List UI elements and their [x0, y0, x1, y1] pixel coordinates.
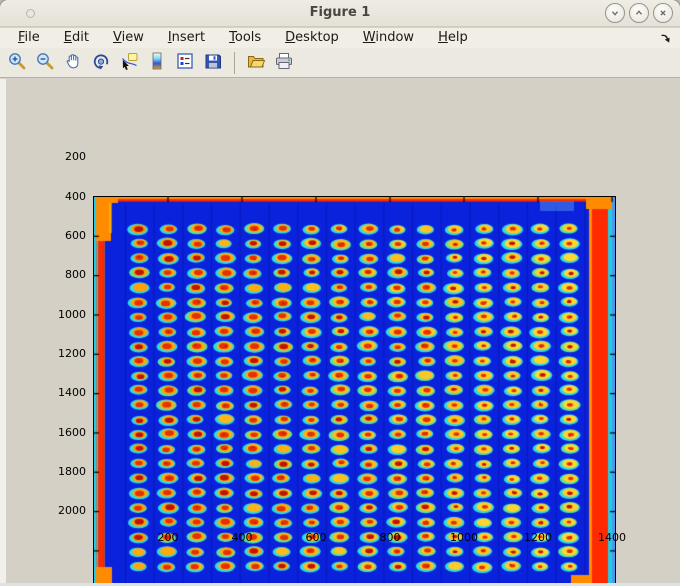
- x-tick-label: 600: [305, 531, 327, 544]
- insert-legend-icon: [175, 51, 195, 75]
- shade-button[interactable]: [605, 3, 625, 23]
- maximize-button[interactable]: [629, 3, 649, 23]
- window-left-edge: [0, 79, 6, 586]
- menu-item-tools[interactable]: Tools: [229, 30, 262, 45]
- window-title: Figure 1: [309, 5, 371, 20]
- heatmap-image[interactable]: [94, 197, 615, 586]
- y-tick-label: 1800: [58, 464, 86, 478]
- menu-bar: File Edit View Insert Tools Desktop Window Help: [0, 28, 680, 48]
- pan-icon: [63, 51, 83, 75]
- y-tick-label: 1600: [58, 425, 86, 439]
- figure-canvas-area: 200 400 600 800 1000 1200 1400 1600 1800 2000 200 4…: [0, 79, 680, 586]
- save-figure-icon: [203, 51, 223, 75]
- window-menu-button[interactable]: [26, 9, 35, 18]
- x-tick-label: 800: [379, 531, 401, 544]
- menu-item-window[interactable]: Window: [362, 30, 415, 45]
- dock-figure-icon[interactable]: [659, 32, 672, 45]
- x-icon: [657, 4, 669, 23]
- chevron-down-icon: [609, 4, 621, 23]
- menu-item-insert[interactable]: Insert: [167, 30, 206, 45]
- data-cursor-button[interactable]: [117, 51, 141, 75]
- print-figure-icon: [274, 51, 294, 75]
- zoom-out-button[interactable]: [33, 51, 57, 75]
- window-controls: [605, 3, 673, 23]
- rotate-3d-icon: [91, 51, 111, 75]
- save-figure-button[interactable]: [201, 51, 225, 75]
- zoom-in-icon: [7, 51, 27, 75]
- toolbar: [0, 48, 680, 78]
- menu-item-file[interactable]: File: [18, 30, 40, 45]
- print-figure-button[interactable]: [272, 51, 296, 75]
- pan-button[interactable]: [61, 51, 85, 75]
- y-tick-label: 1400: [58, 386, 86, 400]
- close-button[interactable]: [653, 3, 673, 23]
- x-tick-label: 200: [157, 531, 179, 544]
- window-bottom-edge: [0, 583, 680, 586]
- y-tick-label: 1000: [58, 307, 86, 321]
- rotate-3d-button[interactable]: [89, 51, 113, 75]
- menu-item-edit[interactable]: Edit: [63, 30, 89, 45]
- y-tick-label: 800: [65, 268, 86, 282]
- insert-colorbar-button[interactable]: [145, 51, 169, 75]
- title-bar[interactable]: Figure 1: [0, 0, 680, 27]
- chevron-up-icon: [633, 4, 645, 23]
- open-file-button[interactable]: [244, 51, 268, 75]
- toolbar-separator: [234, 51, 235, 74]
- y-tick-label: 600: [65, 228, 86, 242]
- y-tick-label: 400: [65, 189, 86, 203]
- y-tick-label: 1200: [58, 346, 86, 360]
- zoom-in-button[interactable]: [5, 51, 29, 75]
- insert-colorbar-icon: [147, 51, 167, 75]
- menu-item-view[interactable]: View: [112, 30, 144, 45]
- y-tick-label: 200: [65, 150, 86, 164]
- insert-legend-button[interactable]: [173, 51, 197, 75]
- x-tick-label: 400: [231, 531, 253, 544]
- x-tick-label: 1400: [598, 531, 627, 544]
- y-tick-label: 2000: [58, 504, 86, 518]
- plot-axes[interactable]: [93, 196, 616, 586]
- data-cursor-icon: [119, 51, 139, 75]
- menu-item-desktop[interactable]: Desktop: [285, 30, 339, 45]
- zoom-out-icon: [35, 51, 55, 75]
- menu-item-help[interactable]: Help: [438, 30, 468, 45]
- x-tick-label: 1000: [450, 531, 479, 544]
- x-tick-label: 1200: [524, 531, 553, 544]
- open-file-icon: [246, 51, 266, 75]
